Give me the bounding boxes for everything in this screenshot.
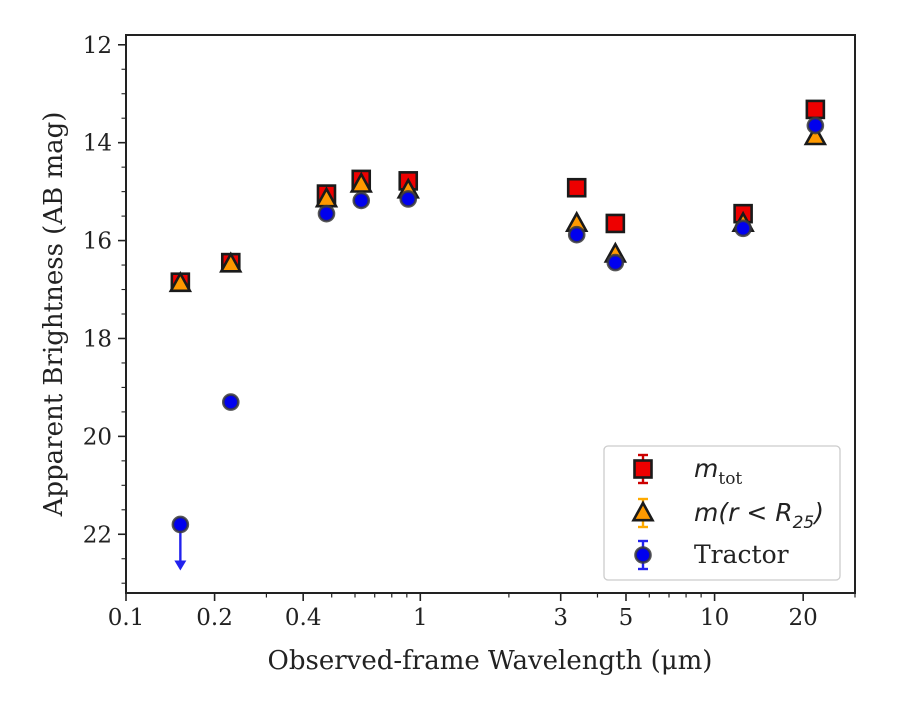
y-tick-label: 20: [83, 424, 112, 450]
x-tick-label: 5: [619, 605, 634, 631]
data-point-triangle: [168, 270, 193, 293]
legend-label: Tractor: [694, 540, 789, 569]
data-point-circle: [317, 204, 336, 223]
data-point-circle: [221, 393, 240, 411]
data-point-triangle: [803, 124, 828, 146]
axis-ticks: 0.1 0.2 0.4 1 3 5 10 20 12 14 16 18 20 22: [83, 33, 856, 631]
data-points: [168, 99, 828, 571]
x-axis-label: Observed-frame Wavelength (μm): [268, 646, 713, 676]
legend-entry: m(r < R25): [631, 497, 824, 533]
y-tick-label: 16: [83, 229, 112, 255]
x-tick-label: 10: [700, 605, 729, 631]
legend-entry: mtot: [633, 453, 742, 489]
data-point-circle: [606, 253, 625, 272]
series-triangle: [168, 124, 828, 293]
legend: mtot m(r < R25) Tractor: [603, 445, 841, 581]
series-square: [170, 99, 826, 292]
data-point-square: [605, 213, 626, 234]
data-point-triangle: [349, 171, 373, 193]
x-tick-label: 0.4: [285, 605, 322, 631]
legend-box: [603, 445, 841, 581]
x-tick-label: 1: [413, 605, 428, 631]
x-tick-label: 20: [789, 605, 818, 631]
data-point-circle: [734, 219, 752, 238]
legend-marker-circle: [634, 546, 652, 564]
x-tick-label: 0.1: [108, 605, 145, 631]
legend-marker-triangle: [631, 500, 655, 522]
upper-limit-arrow: [174, 560, 187, 571]
data-point-square: [805, 99, 826, 120]
x-tick-label: 0.2: [196, 605, 233, 631]
legend-label: m(r < R25): [694, 498, 824, 533]
data-point-square: [566, 177, 587, 198]
data-point-triangle: [219, 251, 243, 273]
legend-entry: Tractor: [634, 539, 789, 571]
plot-frame: [125, 34, 856, 594]
legend-marker-square: [633, 459, 653, 479]
data-point-circle: [806, 116, 825, 135]
data-point-circle: [399, 190, 418, 208]
y-tick-label: 18: [83, 326, 112, 352]
y-axis-label: Apparent Brightness (AB mag): [39, 112, 69, 518]
x-tick-label: 3: [553, 605, 568, 631]
data-point-circle: [171, 515, 190, 534]
data-point-circle: [567, 225, 586, 244]
data-point-circle: [352, 191, 371, 210]
y-tick-label: 14: [83, 131, 112, 157]
y-tick-label: 12: [83, 33, 112, 59]
legend-label: mtot: [694, 454, 742, 489]
y-tick-label: 22: [83, 522, 112, 548]
series-circle: [171, 116, 825, 571]
